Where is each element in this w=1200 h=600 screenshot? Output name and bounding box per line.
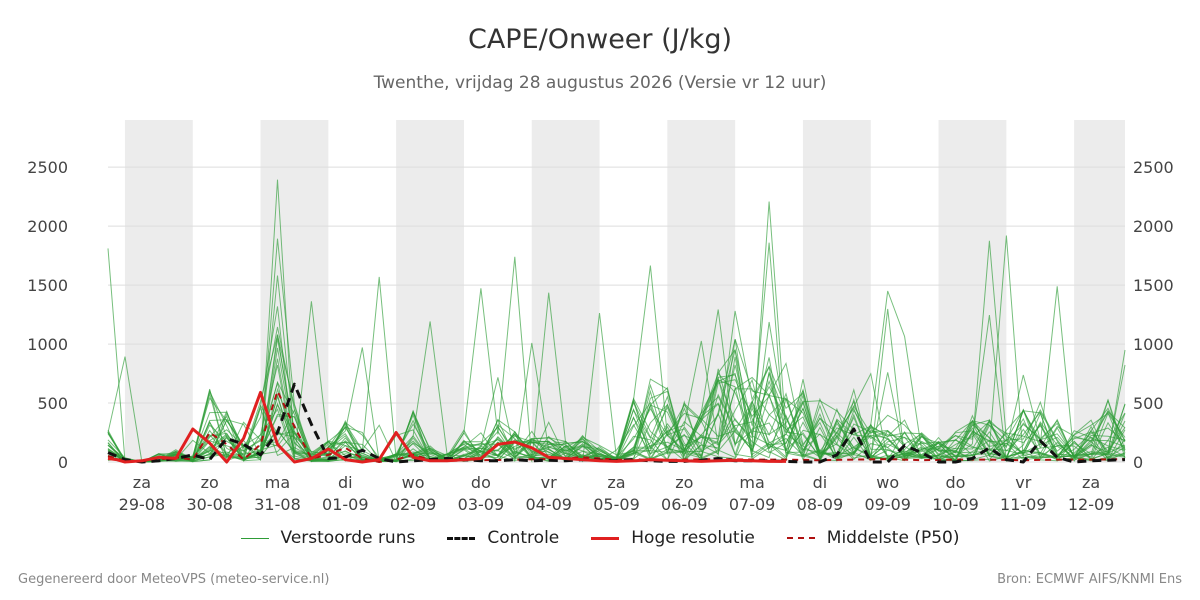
x-tick-date: 10-09 <box>932 495 979 514</box>
legend-swatch-ensemble <box>240 537 269 539</box>
weekend-band <box>1074 120 1125 462</box>
x-tick-day: zo <box>675 473 693 492</box>
y-tick-label-left: 2000 <box>27 217 68 236</box>
x-tick-date: 11-09 <box>1000 495 1047 514</box>
footer-source: Bron: ECMWF AIFS/KNMI Ens <box>997 572 1182 587</box>
x-tick-day: zo <box>201 473 219 492</box>
x-tick-day: za <box>607 473 625 492</box>
legend-label: Verstoorde runs <box>280 528 416 548</box>
y-tick-label-right: 1000 <box>1133 335 1174 354</box>
x-tick-day: vr <box>1015 473 1031 492</box>
x-tick-day: wo <box>876 473 899 492</box>
x-tick-date: 07-09 <box>729 495 776 514</box>
x-tick-day: vr <box>541 473 557 492</box>
x-tick-date: 01-09 <box>322 495 369 514</box>
y-tick-label-right: 2500 <box>1133 158 1174 177</box>
chart-subtitle: Twenthe, vrijdag 28 augustus 2026 (Versi… <box>373 73 827 93</box>
footer-generated-by: Gegenereerd door MeteoVPS (meteo-service… <box>18 572 330 587</box>
x-tick-date: 09-09 <box>864 495 911 514</box>
y-tick-label-right: 0 <box>1133 453 1143 472</box>
chart-legend: Verstoorde runs Controle Hoge resolutie … <box>0 528 1200 548</box>
weekend-band <box>802 120 871 462</box>
x-tick-date: 02-09 <box>390 495 437 514</box>
x-tick-date: 29-08 <box>119 495 166 514</box>
x-tick-day: ma <box>265 473 290 492</box>
y-tick-label-left: 1000 <box>27 335 68 354</box>
legend-item-hoge-resolutie: Hoge resolutie <box>591 528 755 548</box>
weekend-band <box>531 120 600 462</box>
x-tick-day: do <box>471 473 491 492</box>
ensemble-run-line <box>107 256 1126 463</box>
legend-swatch-hoge-resolutie <box>591 536 620 540</box>
x-tick-date: 03-09 <box>458 495 505 514</box>
weekend-band <box>938 120 1007 462</box>
x-tick-date: 12-09 <box>1068 495 1115 514</box>
x-tick-date: 06-09 <box>661 495 708 514</box>
legend-label: Middelste (P50) <box>826 528 960 548</box>
legend-item-p50: Middelste (P50) <box>786 528 960 548</box>
legend-item-verstoorde-runs: Verstoorde runs <box>240 528 416 548</box>
x-tick-date: 05-09 <box>593 495 640 514</box>
x-tick-date: 30-08 <box>186 495 233 514</box>
legend-swatch-p50 <box>786 537 815 539</box>
y-tick-label-left: 500 <box>37 394 68 413</box>
legend-label: Hoge resolutie <box>631 528 755 548</box>
legend-swatch-controle <box>447 536 476 540</box>
chart-title: CAPE/Onweer (J/kg) <box>467 24 732 55</box>
x-tick-day: za <box>1082 473 1100 492</box>
legend-item-controle: Controle <box>447 528 559 548</box>
legend-label: Controle <box>487 528 560 548</box>
y-tick-label-right: 1500 <box>1133 276 1174 295</box>
x-tick-date: 08-09 <box>797 495 844 514</box>
y-tick-label-left: 2500 <box>27 158 68 177</box>
y-tick-label-right: 2000 <box>1133 217 1174 236</box>
x-tick-day: di <box>338 473 353 492</box>
x-tick-date: 04-09 <box>525 495 572 514</box>
y-tick-label-right: 500 <box>1133 394 1164 413</box>
x-tick-day: ma <box>739 473 764 492</box>
x-tick-date: 31-08 <box>254 495 301 514</box>
x-tick-day: wo <box>402 473 425 492</box>
series-line-hoge-resolutie <box>107 390 786 464</box>
y-tick-label-left: 1500 <box>27 276 68 295</box>
weekend-band <box>124 120 193 462</box>
weekend-band <box>396 120 464 462</box>
x-tick-day: di <box>813 473 828 492</box>
x-tick-day: do <box>946 473 966 492</box>
y-tick-label-left: 0 <box>58 453 68 472</box>
x-tick-day: za <box>133 473 151 492</box>
